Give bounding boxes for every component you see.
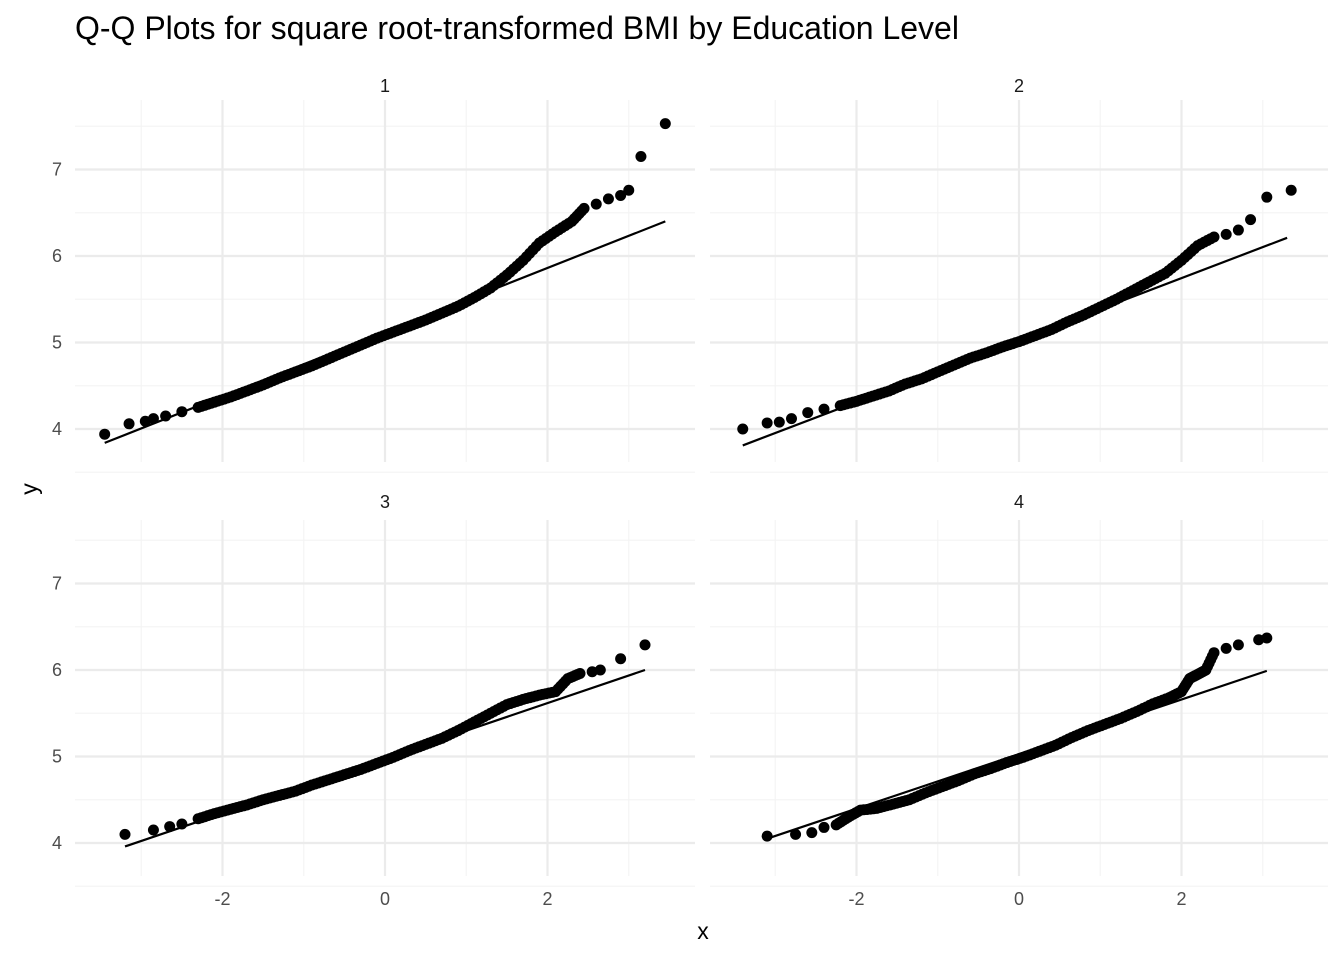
qq-point — [176, 406, 188, 418]
qq-point — [1261, 632, 1273, 644]
facet-panel-2: 2 — [710, 76, 1328, 473]
x-tick-label: -2 — [848, 889, 864, 909]
facet-strip-label: 4 — [1014, 492, 1024, 512]
qq-point — [119, 828, 131, 840]
qq-point — [164, 821, 176, 833]
y-tick-label: 5 — [52, 333, 62, 353]
qq-point — [590, 198, 602, 210]
qq-point — [1261, 191, 1273, 203]
qq-point — [602, 193, 614, 205]
qq-point — [615, 189, 627, 201]
qq-point — [578, 202, 590, 214]
y-tick-label: 4 — [52, 419, 62, 439]
y-tick-label: 4 — [52, 833, 62, 853]
qq-point — [1285, 184, 1297, 196]
qq-point — [574, 667, 586, 679]
facet-strip-label: 3 — [380, 492, 390, 512]
facet-panels: 1 4 5 6 7 2 3 4 5 6 7 -2 0 2 4 -2 0 2 — [52, 76, 1328, 909]
qq-point — [1208, 231, 1220, 243]
qq-point — [160, 410, 172, 422]
qq-point — [818, 821, 830, 833]
qq-point — [818, 403, 830, 415]
qq-point — [773, 416, 785, 428]
qq-point — [594, 664, 606, 676]
facet-panel-4: 4 -2 0 2 — [710, 492, 1328, 909]
facet-panel-1: 1 4 5 6 7 — [52, 76, 695, 473]
qq-point — [623, 184, 635, 196]
facet-strip-label: 1 — [380, 76, 390, 96]
facet-panel-3: 3 4 5 6 7 -2 0 2 — [52, 492, 695, 909]
y-tick-label: 6 — [52, 660, 62, 680]
qq-point — [99, 428, 111, 440]
x-axis-title: x — [697, 918, 709, 944]
facet-strip-label: 2 — [1014, 76, 1024, 96]
qq-point — [1232, 224, 1244, 236]
qq-point — [147, 413, 159, 425]
qq-point — [761, 417, 773, 429]
qq-point — [147, 824, 159, 836]
x-tick-label: 2 — [1176, 889, 1186, 909]
y-axis-title: y — [16, 483, 42, 495]
qq-point — [761, 830, 773, 842]
x-tick-label: 0 — [1014, 889, 1024, 909]
qq-point — [1208, 647, 1220, 659]
qq-point — [123, 418, 135, 430]
y-tick-label: 5 — [52, 747, 62, 767]
qq-point — [1220, 642, 1232, 654]
qq-point — [639, 639, 651, 651]
qq-point — [1232, 639, 1244, 651]
y-tick-label: 7 — [52, 160, 62, 180]
y-tick-label: 7 — [52, 574, 62, 594]
qq-point — [806, 827, 818, 839]
qq-point — [176, 818, 188, 830]
y-tick-label: 6 — [52, 246, 62, 266]
qq-point — [615, 653, 627, 665]
qq-point — [737, 423, 749, 435]
qq-point — [790, 828, 802, 840]
qq-point — [1245, 214, 1257, 226]
chart-title: Q-Q Plots for square root-transformed BM… — [75, 10, 959, 46]
qq-point — [802, 407, 814, 419]
qq-point — [635, 151, 647, 163]
x-tick-label: -2 — [214, 889, 230, 909]
qq-point — [659, 118, 671, 130]
qq-point — [786, 413, 797, 425]
qq-point — [1220, 228, 1232, 240]
x-tick-label: 2 — [542, 889, 552, 909]
x-tick-label: 0 — [380, 889, 390, 909]
